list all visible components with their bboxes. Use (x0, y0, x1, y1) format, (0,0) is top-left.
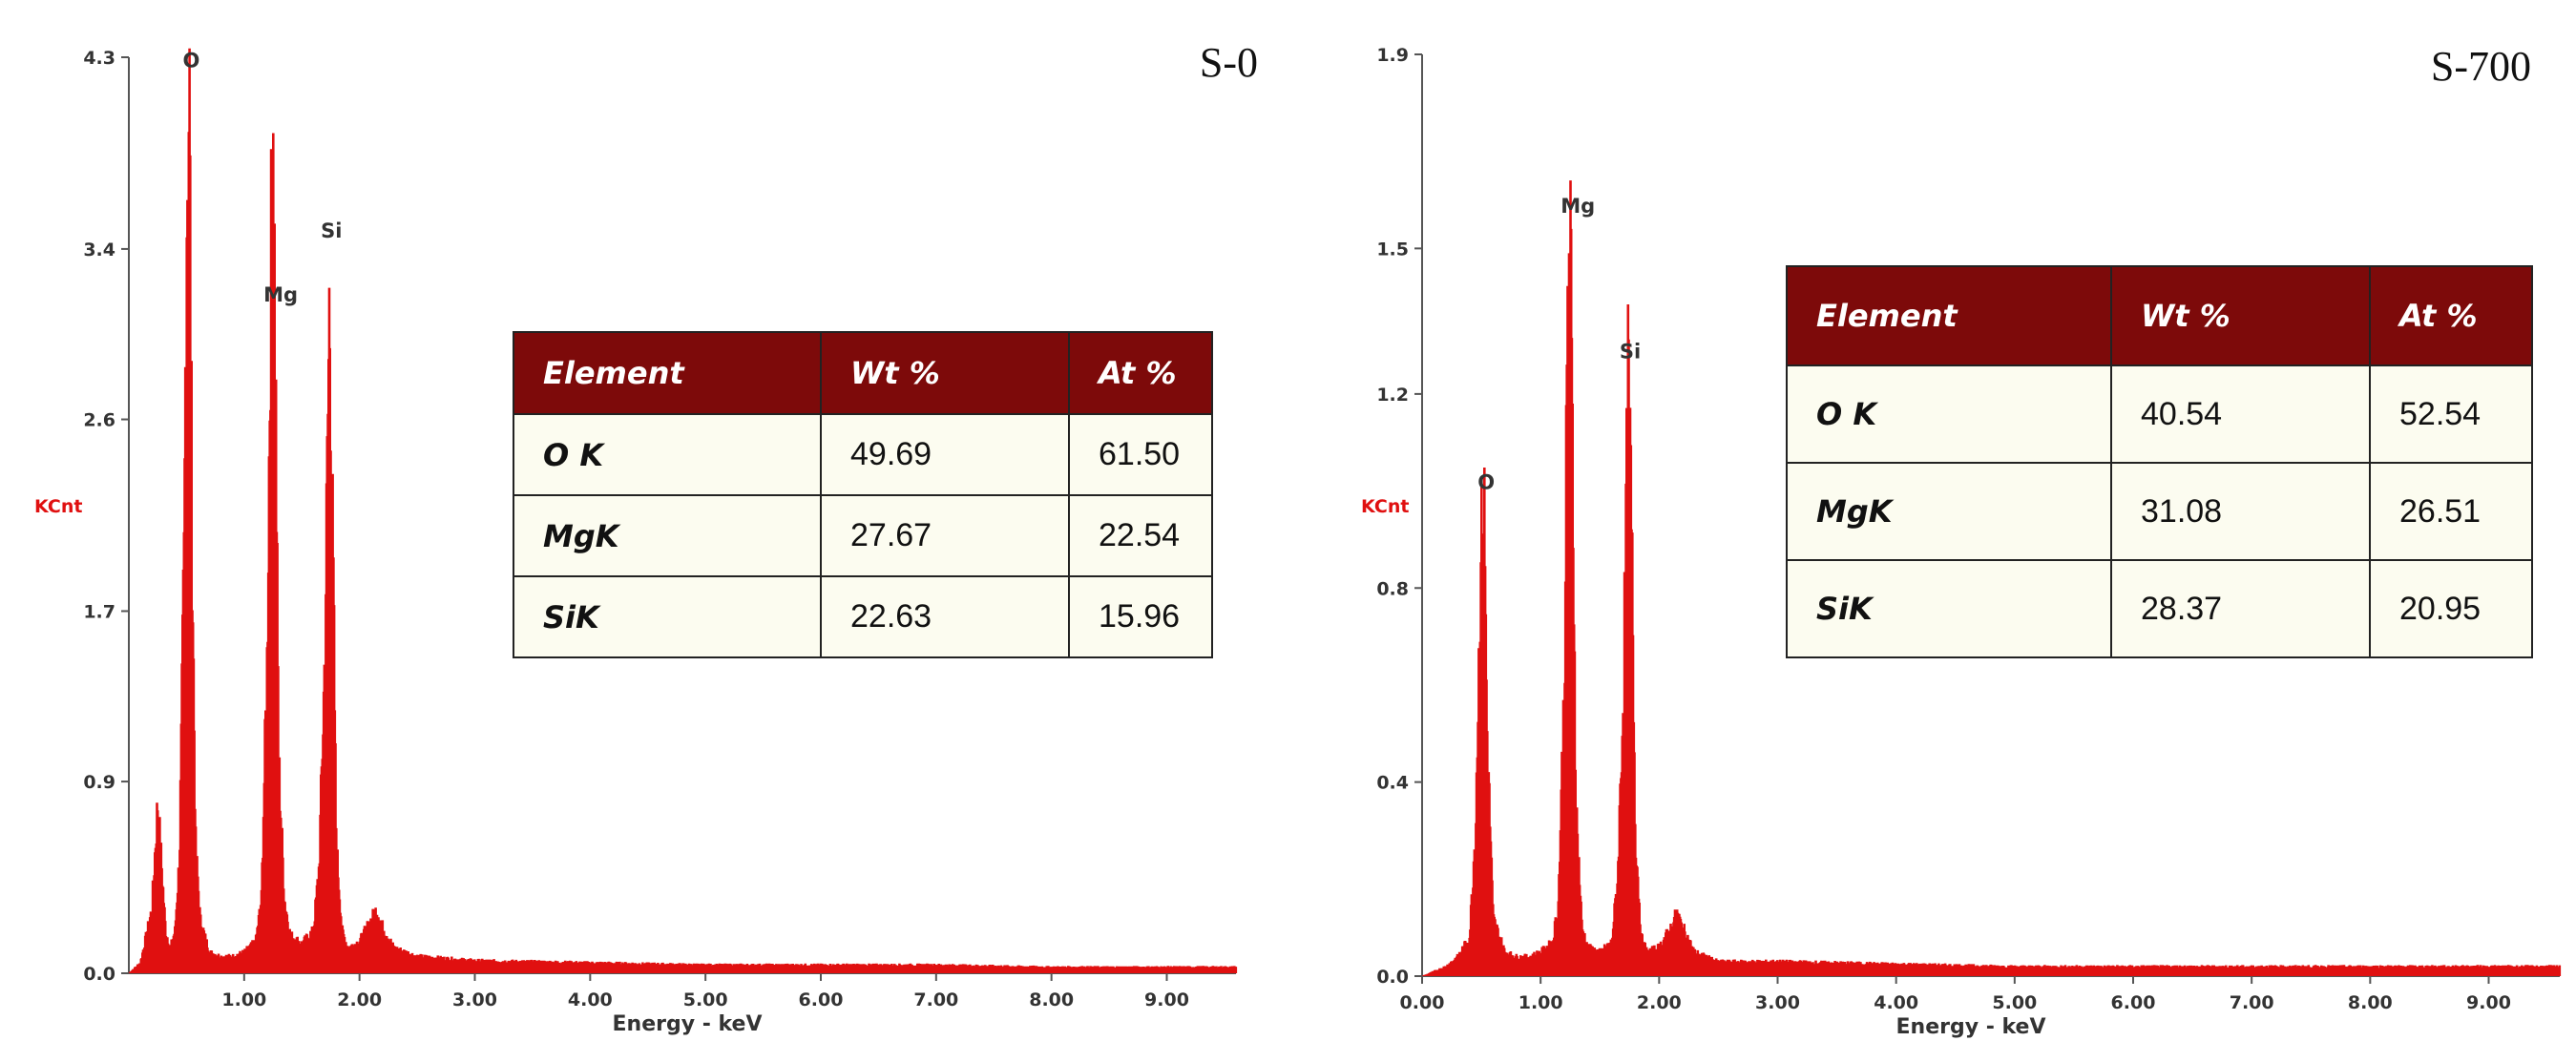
y-tick-label: 1.9 (1376, 45, 1409, 66)
x-tick-label: 6.00 (2111, 992, 2156, 1013)
x-tick-label: 7.00 (913, 989, 958, 1010)
x-tick-label: 2.00 (337, 989, 382, 1010)
at-cell: 15.96 (1068, 575, 1213, 658)
x-tick-label: 9.00 (1144, 989, 1189, 1010)
element-cell: MgK (513, 494, 822, 577)
panel-title: S-0 (1200, 39, 1258, 86)
eds-spectrum-s700: 0.0 0.4 0.8 1.2 1.5 1.9 0.00 1.00 2.00 3.00 4.00 5.… (1361, 43, 2562, 1039)
x-axis-label: Energy - keV (1896, 1015, 2046, 1039)
composition-table-s700: Element Wt % At % O K 40.54 52.54 MgK 31… (1786, 265, 2533, 658)
element-cell: SiK (513, 575, 822, 658)
table-header-row: Element Wt % At % (513, 331, 1213, 415)
table-row: MgK 27.67 22.54 (513, 494, 1213, 577)
y-tick-label: 0.4 (1376, 773, 1409, 794)
peak-label: Si (1620, 340, 1641, 363)
peak-label: O (183, 49, 200, 72)
header-at: At % (1068, 331, 1213, 415)
composition-table-s0: Element Wt % At % O K 49.69 61.50 MgK 27… (513, 331, 1213, 658)
peak-label: Si (321, 219, 342, 242)
y-axis-label: KCnt (34, 496, 82, 517)
element-cell: O K (513, 413, 822, 496)
header-at: At % (2369, 265, 2533, 366)
table-header-row: Element Wt % At % (1786, 265, 2533, 366)
header-element: Element (513, 331, 822, 415)
table-row: O K 49.69 61.50 (513, 413, 1213, 496)
x-tick-label: 1.00 (1518, 992, 1563, 1013)
y-tick-label: 0.0 (83, 964, 115, 985)
y-tick-label: 1.7 (83, 601, 115, 622)
y-tick-label: 4.3 (83, 48, 115, 69)
at-cell: 26.51 (2369, 462, 2533, 561)
y-tick-label: 0.9 (83, 772, 115, 793)
x-tick-label: 0.00 (1400, 992, 1445, 1013)
x-tick-label: 2.00 (1637, 992, 1682, 1013)
wt-cell: 49.69 (820, 413, 1070, 496)
element-cell: O K (1786, 364, 2112, 464)
table-row: SiK 28.37 20.95 (1786, 559, 2533, 658)
x-tick-label: 9.00 (2466, 992, 2511, 1013)
x-tick-label: 8.00 (1029, 989, 1074, 1010)
x-tick-label: 4.00 (1874, 992, 1918, 1013)
x-axis-label: Energy - keV (613, 1012, 763, 1036)
at-cell: 61.50 (1068, 413, 1213, 496)
x-tick-label: 8.00 (2348, 992, 2393, 1013)
peak-label: O (1477, 471, 1495, 494)
y-tick-label: 1.5 (1376, 239, 1409, 260)
spectrum-series (1421, 180, 2562, 976)
wt-cell: 40.54 (2110, 364, 2371, 464)
at-cell: 20.95 (2369, 559, 2533, 658)
y-axis-label: KCnt (1361, 496, 1409, 517)
x-tick-label: 7.00 (2230, 992, 2274, 1013)
wt-cell: 27.67 (820, 494, 1070, 577)
table-row: MgK 31.08 26.51 (1786, 462, 2533, 561)
header-element: Element (1786, 265, 2112, 366)
x-tick-label: 3.00 (452, 989, 497, 1010)
x-tick-label: 4.00 (568, 989, 613, 1010)
x-tick-label: 3.00 (1755, 992, 1800, 1013)
y-tick-label: 1.2 (1376, 385, 1409, 406)
x-tick-label: 5.00 (1992, 992, 2037, 1013)
table-row: O K 40.54 52.54 (1786, 364, 2533, 464)
y-tick-label: 0.8 (1376, 578, 1409, 599)
x-tick-label: 5.00 (683, 989, 728, 1010)
table-row: SiK 22.63 15.96 (513, 575, 1213, 658)
y-tick-label: 0.0 (1376, 967, 1409, 988)
y-tick-label: 3.4 (83, 239, 115, 260)
eds-spectrum-s0: 0.0 0.9 1.7 2.6 3.4 4.3 1.00 2.00 3.00 4.00 5.00 6.… (34, 39, 1258, 1036)
wt-cell: 22.63 (820, 575, 1070, 658)
header-wt: Wt % (820, 331, 1070, 415)
panel-title: S-700 (2431, 43, 2531, 90)
wt-cell: 31.08 (2110, 462, 2371, 561)
element-cell: MgK (1786, 462, 2112, 561)
element-cell: SiK (1786, 559, 2112, 658)
x-tick-label: 1.00 (221, 989, 266, 1010)
x-tick-label: 6.00 (799, 989, 844, 1010)
at-cell: 22.54 (1068, 494, 1213, 577)
at-cell: 52.54 (2369, 364, 2533, 464)
peak-label: Mg (1560, 195, 1595, 218)
header-wt: Wt % (2110, 265, 2371, 366)
spectrum-series (128, 48, 1238, 973)
wt-cell: 28.37 (2110, 559, 2371, 658)
y-tick-label: 2.6 (83, 410, 115, 431)
peak-label: Mg (263, 283, 298, 306)
